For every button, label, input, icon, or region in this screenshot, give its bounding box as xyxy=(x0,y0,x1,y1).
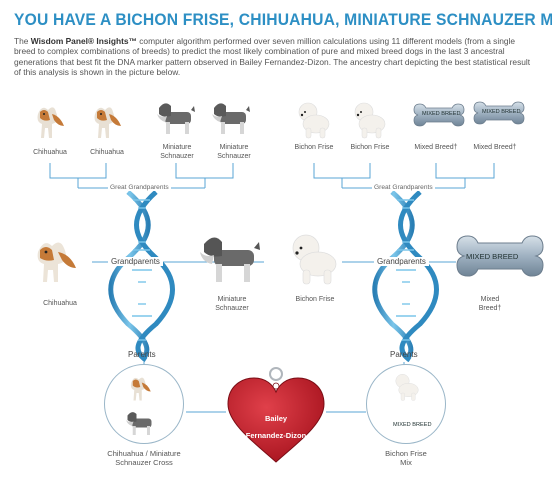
bone-tag-gg-1 xyxy=(413,103,465,127)
parent-label-left: Chihuahua / Miniature Schnauzer Cross xyxy=(107,449,181,467)
chihuahua-image xyxy=(37,242,76,282)
gg-label-1: Chihuahua xyxy=(33,149,67,156)
heart-tag xyxy=(227,367,325,463)
gp-label-3: Bichon Frise xyxy=(295,296,335,303)
great-grandparents-label-left: Great Grandparents xyxy=(108,184,171,191)
bichon-frise-image xyxy=(298,102,330,139)
bichon-frise-image xyxy=(292,234,337,285)
gg-label-3: Miniature Schnauzer xyxy=(160,144,194,160)
parents-label-right: Parents xyxy=(390,350,418,359)
gp-label-2: Miniature Schnauzer xyxy=(215,296,249,312)
intro-brand: Wisdom Panel® Insights™ xyxy=(30,36,137,46)
dog-name-line1: Bailey xyxy=(264,414,288,423)
great-grandparents-label-right: Great Grandparents xyxy=(372,184,435,191)
gg-label-2: Chihuahua xyxy=(90,149,124,156)
parents-label-left: Parents xyxy=(128,350,156,359)
miniature-schnauzer-image xyxy=(212,103,250,134)
dna-helix-left xyxy=(108,190,175,363)
dna-helix-right xyxy=(372,190,439,363)
gg-label-4: Miniature Schnauzer xyxy=(217,144,251,160)
bichon-frise-image xyxy=(354,102,386,139)
bone-tag-parent-text: MIXED BREED xyxy=(393,422,432,428)
intro-body: computer algorithm performed over seven … xyxy=(14,36,531,78)
gp-label-4: Mixed Breed† xyxy=(478,296,502,312)
dog-name-line2: Fernandez-Dizon xyxy=(245,431,307,440)
intro-paragraph: The Wisdom Panel® Insights™ computer alg… xyxy=(14,36,538,78)
chihuahua-image xyxy=(94,107,121,138)
bone-tag-gg-2-text: MIXED BREED xyxy=(482,109,521,115)
gg-label-6: Bichon Frise xyxy=(350,144,390,151)
bone-tag-gp-text: MIXED BREED xyxy=(466,252,519,261)
gp-label-1: Chihuahua xyxy=(43,300,77,307)
parent-circle-left xyxy=(104,364,184,444)
bone-tag-gp xyxy=(456,235,544,277)
bichon-frise-image xyxy=(395,374,419,401)
grandparents-label-left: Grandparents xyxy=(108,257,163,266)
page-title: YOU HAVE A BICHON FRISE, CHIHUAHUA, MINI… xyxy=(14,10,552,29)
miniature-schnauzer-image xyxy=(157,103,195,134)
miniature-schnauzer-image xyxy=(200,237,260,282)
grandparents-label-right: Grandparents xyxy=(374,257,429,266)
gg-label-5: Bichon Frise xyxy=(294,144,334,151)
gg-label-8: Mixed Breed† xyxy=(473,144,517,151)
parent-label-right: Bichon Frise Mix xyxy=(385,449,427,467)
miniature-schnauzer-image xyxy=(126,412,152,435)
chihuahua-image xyxy=(130,377,151,401)
chihuahua-image xyxy=(37,107,64,138)
bone-tag-gg-2 xyxy=(473,101,525,125)
intro-prefix: The xyxy=(14,36,31,46)
gg-label-7: Mixed Breed† xyxy=(414,144,458,151)
bone-tag-gg-1-text: MIXED BREED xyxy=(422,111,461,117)
